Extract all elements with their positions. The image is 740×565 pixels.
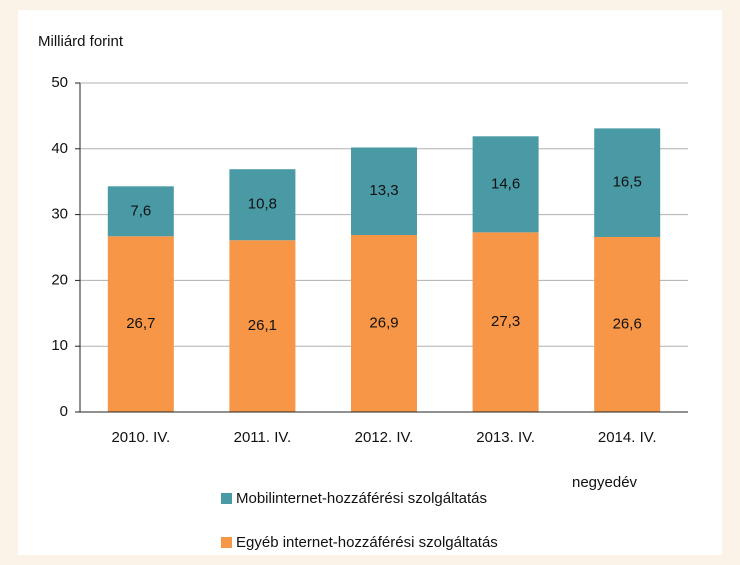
legend-swatch xyxy=(221,537,232,548)
bar-segment xyxy=(472,136,539,233)
x-tick-label: 2011. IV. xyxy=(234,429,292,446)
bar-segment xyxy=(594,128,661,237)
value-label: 14,6 xyxy=(491,175,520,192)
value-label: 7,6 xyxy=(130,202,151,219)
bar-segment xyxy=(229,169,296,241)
bar-segment xyxy=(107,186,174,237)
legend-label: Egyéb internet-hozzáférési szolgáltatás xyxy=(236,534,498,551)
x-tick-label: 2012. IV. xyxy=(355,429,414,446)
value-label: 13,3 xyxy=(369,182,398,199)
value-label: 26,9 xyxy=(369,314,398,331)
legend-label: Mobilinternet-hozzáférési szolgáltatás xyxy=(236,490,487,507)
x-axis-label: negyedév xyxy=(572,474,638,491)
x-tick-label: 2014. IV. xyxy=(598,429,657,446)
x-tick-label: 2010. IV. xyxy=(111,429,170,446)
bar-segment xyxy=(594,236,661,412)
y-tick-label: 40 xyxy=(51,140,68,157)
y-tick-label: 20 xyxy=(51,271,68,288)
y-tick-label: 50 xyxy=(51,74,68,91)
x-tick-label: 2013. IV. xyxy=(476,429,535,446)
bar-segment xyxy=(351,234,417,412)
y-tick-label: 0 xyxy=(60,403,68,420)
value-label: 26,6 xyxy=(613,315,642,332)
bar-segment xyxy=(472,232,539,412)
bar-segment xyxy=(351,147,417,235)
value-label: 27,3 xyxy=(491,313,520,330)
value-label: 10,8 xyxy=(248,196,277,213)
value-label: 16,5 xyxy=(613,174,642,191)
value-label: 26,1 xyxy=(248,317,277,334)
y-tick-label: 30 xyxy=(51,206,68,223)
y-axis-label: Milliárd forint xyxy=(38,33,124,50)
legend-swatch xyxy=(221,493,232,504)
value-label: 26,7 xyxy=(126,315,155,332)
bar-segment xyxy=(229,240,296,412)
y-tick-label: 10 xyxy=(51,337,68,354)
bar-segment xyxy=(107,236,174,412)
